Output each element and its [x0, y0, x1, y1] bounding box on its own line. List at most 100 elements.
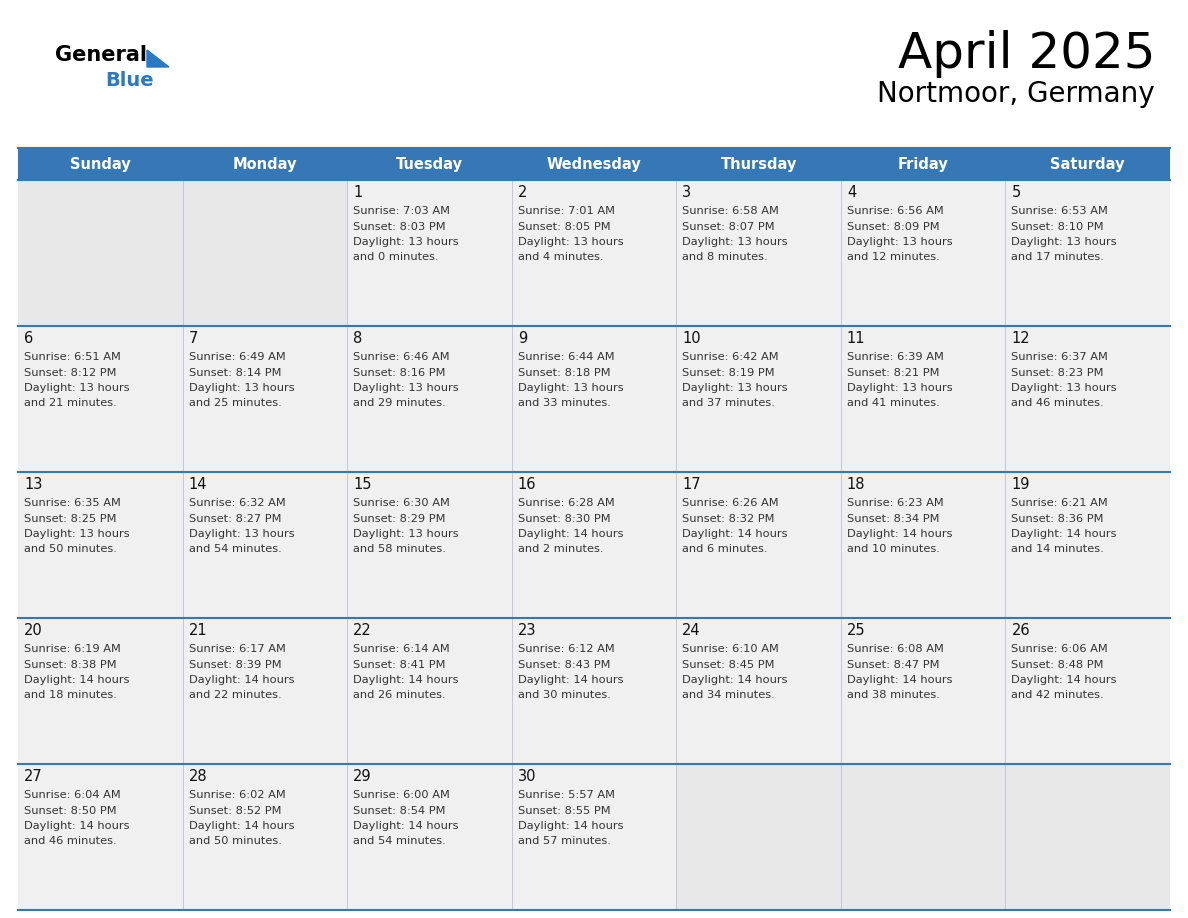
- Text: Daylight: 14 hours: Daylight: 14 hours: [1011, 675, 1117, 685]
- Text: 18: 18: [847, 477, 865, 492]
- Text: 9: 9: [518, 331, 527, 346]
- Text: and 57 minutes.: and 57 minutes.: [518, 836, 611, 846]
- Bar: [512, 148, 676, 180]
- Bar: [512, 326, 676, 472]
- Text: Tuesday: Tuesday: [396, 156, 463, 172]
- Bar: [347, 618, 512, 764]
- Text: and 46 minutes.: and 46 minutes.: [24, 836, 116, 846]
- Bar: [676, 764, 841, 910]
- Text: Daylight: 13 hours: Daylight: 13 hours: [1011, 383, 1117, 393]
- Bar: [1005, 326, 1170, 472]
- Bar: [347, 326, 512, 472]
- Text: Daylight: 13 hours: Daylight: 13 hours: [518, 383, 624, 393]
- Text: General: General: [55, 45, 147, 65]
- Bar: [841, 148, 1005, 180]
- Text: Daylight: 14 hours: Daylight: 14 hours: [189, 821, 295, 831]
- Bar: [676, 326, 841, 472]
- Text: Sunset: 8:32 PM: Sunset: 8:32 PM: [682, 513, 775, 523]
- Text: Daylight: 13 hours: Daylight: 13 hours: [353, 529, 459, 539]
- Text: and 58 minutes.: and 58 minutes.: [353, 544, 446, 554]
- Text: Daylight: 14 hours: Daylight: 14 hours: [353, 821, 459, 831]
- Text: and 4 minutes.: and 4 minutes.: [518, 252, 604, 263]
- Text: Daylight: 14 hours: Daylight: 14 hours: [518, 821, 624, 831]
- Text: Daylight: 13 hours: Daylight: 13 hours: [189, 529, 295, 539]
- Text: Sunrise: 6:19 AM: Sunrise: 6:19 AM: [24, 644, 121, 654]
- Text: Daylight: 13 hours: Daylight: 13 hours: [847, 383, 953, 393]
- Text: 19: 19: [1011, 477, 1030, 492]
- Text: Daylight: 14 hours: Daylight: 14 hours: [518, 529, 624, 539]
- Text: Daylight: 13 hours: Daylight: 13 hours: [518, 237, 624, 247]
- Text: Monday: Monday: [233, 156, 297, 172]
- Text: Sunset: 8:18 PM: Sunset: 8:18 PM: [518, 367, 611, 377]
- Text: and 29 minutes.: and 29 minutes.: [353, 398, 446, 409]
- Text: 1: 1: [353, 185, 362, 200]
- Bar: [1005, 618, 1170, 764]
- Text: and 10 minutes.: and 10 minutes.: [847, 544, 940, 554]
- Text: Nortmoor, Germany: Nortmoor, Germany: [878, 80, 1155, 108]
- Text: 21: 21: [189, 623, 207, 638]
- Text: Saturday: Saturday: [1050, 156, 1125, 172]
- Bar: [18, 326, 183, 472]
- Text: Daylight: 13 hours: Daylight: 13 hours: [353, 383, 459, 393]
- Text: 2: 2: [518, 185, 527, 200]
- Text: and 25 minutes.: and 25 minutes.: [189, 398, 282, 409]
- Text: and 38 minutes.: and 38 minutes.: [847, 690, 940, 700]
- Text: Blue: Blue: [105, 71, 153, 90]
- Text: and 21 minutes.: and 21 minutes.: [24, 398, 116, 409]
- Bar: [183, 326, 347, 472]
- Text: and 8 minutes.: and 8 minutes.: [682, 252, 767, 263]
- Text: 6: 6: [24, 331, 33, 346]
- Text: Sunrise: 7:03 AM: Sunrise: 7:03 AM: [353, 206, 450, 216]
- Text: and 54 minutes.: and 54 minutes.: [353, 836, 446, 846]
- Bar: [183, 180, 347, 326]
- Text: Daylight: 13 hours: Daylight: 13 hours: [24, 383, 129, 393]
- Text: Friday: Friday: [898, 156, 948, 172]
- Text: Sunset: 8:25 PM: Sunset: 8:25 PM: [24, 513, 116, 523]
- Text: 29: 29: [353, 769, 372, 784]
- Bar: [676, 148, 841, 180]
- Bar: [1005, 180, 1170, 326]
- Text: 25: 25: [847, 623, 866, 638]
- Text: Daylight: 14 hours: Daylight: 14 hours: [353, 675, 459, 685]
- Text: Sunset: 8:19 PM: Sunset: 8:19 PM: [682, 367, 775, 377]
- Text: Sunrise: 6:23 AM: Sunrise: 6:23 AM: [847, 498, 943, 508]
- Bar: [18, 148, 183, 180]
- Bar: [18, 618, 183, 764]
- Bar: [1005, 148, 1170, 180]
- Bar: [512, 618, 676, 764]
- Text: Sunset: 8:21 PM: Sunset: 8:21 PM: [847, 367, 940, 377]
- Text: 7: 7: [189, 331, 198, 346]
- Text: Sunrise: 7:01 AM: Sunrise: 7:01 AM: [518, 206, 614, 216]
- Bar: [18, 764, 183, 910]
- Text: Thursday: Thursday: [720, 156, 797, 172]
- Text: and 26 minutes.: and 26 minutes.: [353, 690, 446, 700]
- Text: Sunrise: 6:02 AM: Sunrise: 6:02 AM: [189, 790, 285, 800]
- Text: Sunrise: 6:51 AM: Sunrise: 6:51 AM: [24, 352, 121, 362]
- Bar: [18, 472, 183, 618]
- Text: Sunrise: 6:44 AM: Sunrise: 6:44 AM: [518, 352, 614, 362]
- Text: Sunset: 8:43 PM: Sunset: 8:43 PM: [518, 659, 611, 669]
- Text: 11: 11: [847, 331, 865, 346]
- Text: Sunset: 8:38 PM: Sunset: 8:38 PM: [24, 659, 116, 669]
- Text: Sunrise: 6:46 AM: Sunrise: 6:46 AM: [353, 352, 450, 362]
- Text: Daylight: 14 hours: Daylight: 14 hours: [189, 675, 295, 685]
- Text: 15: 15: [353, 477, 372, 492]
- Text: Sunrise: 6:35 AM: Sunrise: 6:35 AM: [24, 498, 121, 508]
- Text: Sunrise: 6:42 AM: Sunrise: 6:42 AM: [682, 352, 779, 362]
- Text: Sunday: Sunday: [70, 156, 131, 172]
- Text: Sunset: 8:39 PM: Sunset: 8:39 PM: [189, 659, 282, 669]
- Text: 24: 24: [682, 623, 701, 638]
- Text: Daylight: 14 hours: Daylight: 14 hours: [518, 675, 624, 685]
- Text: Sunrise: 6:39 AM: Sunrise: 6:39 AM: [847, 352, 943, 362]
- Bar: [183, 764, 347, 910]
- Text: Wednesday: Wednesday: [546, 156, 642, 172]
- Text: Sunrise: 6:53 AM: Sunrise: 6:53 AM: [1011, 206, 1108, 216]
- Text: Sunset: 8:10 PM: Sunset: 8:10 PM: [1011, 221, 1104, 231]
- Text: Sunrise: 6:00 AM: Sunrise: 6:00 AM: [353, 790, 450, 800]
- Text: Daylight: 14 hours: Daylight: 14 hours: [682, 675, 788, 685]
- Text: Daylight: 13 hours: Daylight: 13 hours: [682, 237, 788, 247]
- Text: 20: 20: [24, 623, 43, 638]
- Text: Sunrise: 6:21 AM: Sunrise: 6:21 AM: [1011, 498, 1108, 508]
- Text: Daylight: 13 hours: Daylight: 13 hours: [353, 237, 459, 247]
- Text: Sunset: 8:50 PM: Sunset: 8:50 PM: [24, 805, 116, 815]
